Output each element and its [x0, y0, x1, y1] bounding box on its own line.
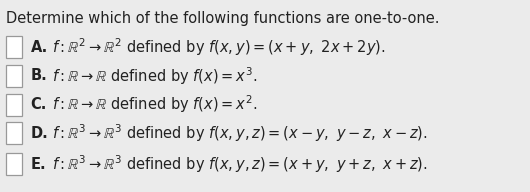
FancyBboxPatch shape	[6, 65, 22, 87]
Text: B.: B.	[31, 68, 48, 83]
FancyBboxPatch shape	[6, 153, 22, 175]
Text: $f : \mathbb{R} \rightarrow \mathbb{R}$ defined by $f(x) = x^2$.: $f : \mathbb{R} \rightarrow \mathbb{R}$ …	[52, 94, 258, 116]
Text: $f : \mathbb{R}^3 \rightarrow \mathbb{R}^3$ defined by $f(x, y, z) = (x + y,\ y : $f : \mathbb{R}^3 \rightarrow \mathbb{R}…	[52, 153, 428, 175]
FancyBboxPatch shape	[6, 94, 22, 116]
Text: D.: D.	[31, 126, 48, 141]
Text: E.: E.	[31, 157, 46, 172]
Text: C.: C.	[31, 97, 47, 112]
Text: $f : \mathbb{R}^3 \rightarrow \mathbb{R}^3$ defined by $f(x, y, z) = (x - y,\ y : $f : \mathbb{R}^3 \rightarrow \mathbb{R}…	[52, 122, 428, 144]
FancyBboxPatch shape	[6, 122, 22, 145]
Text: $f : \mathbb{R} \rightarrow \mathbb{R}$ defined by $f(x) = x^3$.: $f : \mathbb{R} \rightarrow \mathbb{R}$ …	[52, 65, 258, 87]
Text: A.: A.	[31, 40, 48, 55]
FancyBboxPatch shape	[6, 36, 22, 58]
Text: $f : \mathbb{R}^2 \rightarrow \mathbb{R}^2$ defined by $f(x, y) = (x + y,\ 2x + : $f : \mathbb{R}^2 \rightarrow \mathbb{R}…	[52, 36, 386, 58]
Text: Determine which of the following functions are one-to-one.: Determine which of the following functio…	[6, 11, 440, 26]
